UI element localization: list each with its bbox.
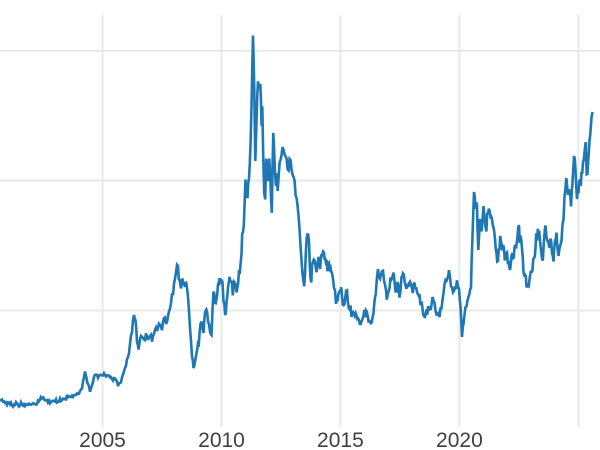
svg-text:2015: 2015 (317, 429, 364, 450)
svg-text:2005: 2005 (79, 429, 126, 450)
svg-text:2010: 2010 (198, 429, 245, 450)
svg-text:2020: 2020 (436, 429, 483, 450)
